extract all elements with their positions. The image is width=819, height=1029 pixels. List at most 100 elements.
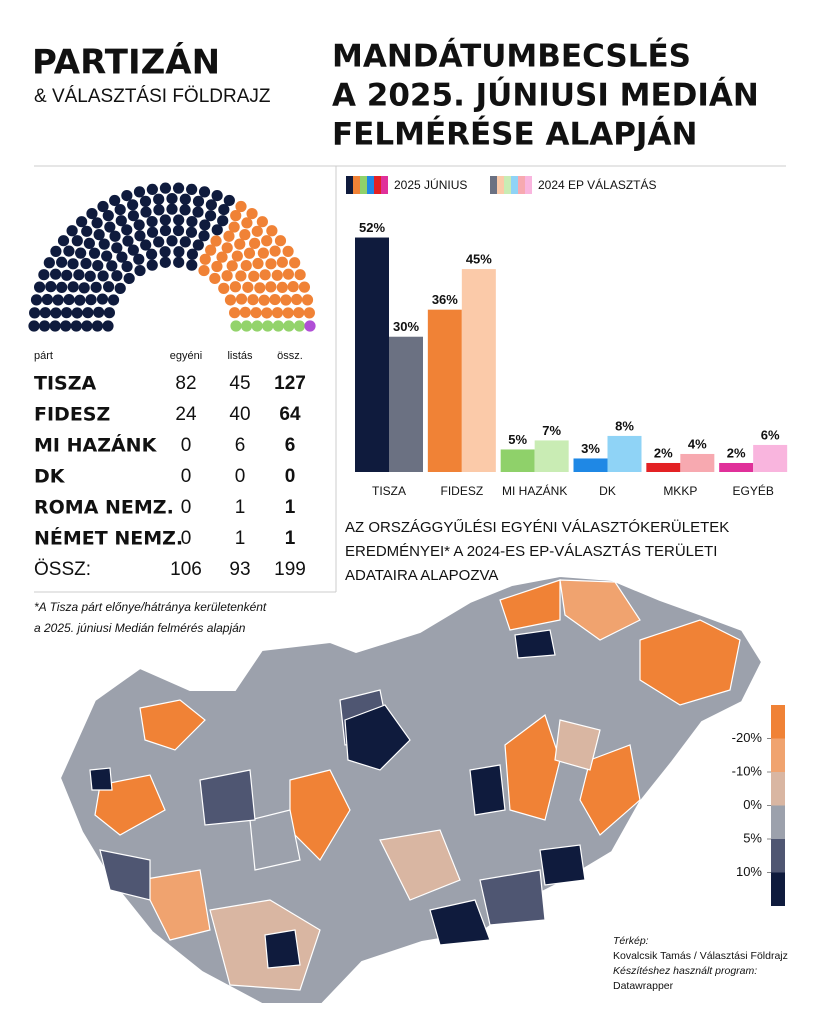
table-cell: TISZA — [34, 373, 96, 395]
seat — [102, 281, 115, 293]
seat — [185, 226, 198, 238]
seat — [258, 294, 270, 306]
seat — [240, 320, 253, 332]
seat — [205, 244, 217, 256]
legend-swatch — [497, 176, 504, 194]
seat — [224, 294, 237, 306]
legend-tick-label: -20% — [732, 730, 763, 745]
seat — [287, 281, 299, 293]
seat — [209, 272, 221, 285]
seat — [226, 260, 238, 272]
seat — [192, 206, 204, 218]
seat — [153, 193, 165, 205]
seat — [38, 320, 51, 332]
seat — [173, 256, 185, 268]
seat — [159, 182, 172, 194]
seat — [289, 257, 301, 269]
seat — [70, 320, 82, 332]
value-label: 3% — [581, 441, 600, 456]
legend-swatch — [490, 176, 497, 194]
map-district — [559, 579, 641, 641]
seat — [92, 259, 104, 272]
seat — [146, 215, 158, 228]
legend-tick-label: 5% — [743, 830, 762, 845]
seat — [41, 293, 53, 306]
seat — [262, 320, 274, 332]
table-header: egyéni — [170, 350, 202, 362]
seat — [153, 236, 165, 248]
seat — [282, 268, 295, 280]
seat — [234, 238, 246, 250]
seat — [276, 281, 288, 294]
seat — [269, 293, 281, 306]
legend-tick-label: -10% — [732, 763, 763, 778]
seat — [291, 293, 303, 306]
seat — [123, 272, 135, 285]
seat — [229, 281, 242, 293]
seat — [93, 306, 105, 318]
seat — [139, 195, 152, 207]
seat — [159, 246, 171, 258]
map-district — [139, 699, 206, 751]
table-cell: 64 — [279, 404, 301, 425]
map-district — [264, 929, 301, 969]
table-cell: 0 — [181, 528, 192, 549]
title-line: MANDÁTUMBECSLÉS — [332, 39, 691, 75]
seat — [133, 186, 146, 198]
seat — [133, 219, 145, 231]
table-cell: 0 — [285, 466, 296, 487]
seat — [106, 260, 118, 272]
seat — [52, 294, 64, 306]
legend-label: 2024 EP VÁLASZTÁS — [538, 177, 657, 192]
seat — [60, 307, 73, 319]
seat — [204, 210, 217, 222]
seat — [140, 206, 152, 218]
table-cell: 127 — [274, 373, 306, 394]
seat — [254, 282, 266, 294]
seat — [114, 282, 126, 294]
seat — [223, 230, 235, 242]
seat — [303, 307, 315, 319]
seat — [43, 257, 55, 269]
seat — [122, 235, 134, 247]
seat — [235, 293, 248, 305]
seat — [172, 182, 185, 194]
map-country — [58, 574, 764, 1005]
seat — [81, 320, 93, 332]
seat — [83, 237, 95, 249]
seat — [66, 225, 78, 237]
seat — [78, 282, 90, 294]
map-district — [499, 579, 561, 631]
value-label: 30% — [393, 319, 419, 334]
seat — [231, 250, 243, 262]
seat — [198, 264, 210, 277]
seat — [146, 183, 158, 196]
table-cell: 0 — [181, 466, 192, 487]
map-district — [579, 744, 641, 836]
seat — [90, 281, 102, 293]
table-cell: MI HAZÁNK — [34, 434, 158, 457]
seat — [239, 229, 251, 241]
bar — [534, 440, 569, 472]
seat — [80, 257, 92, 270]
table-cell: 0 — [181, 497, 192, 518]
value-label: 7% — [542, 423, 561, 438]
value-label: 4% — [688, 436, 707, 451]
legend-swatch — [771, 772, 785, 806]
seat — [179, 236, 191, 248]
seat — [71, 307, 83, 319]
seat — [173, 246, 185, 258]
bar — [573, 458, 608, 472]
value-label: 6% — [761, 427, 780, 442]
x-tick-label: MI HAZÁNK — [502, 483, 567, 498]
table-cell: 82 — [175, 373, 196, 394]
seat — [71, 235, 83, 247]
table-cell: 0 — [181, 435, 192, 456]
seat — [186, 259, 198, 271]
seat — [101, 250, 113, 262]
seat — [261, 307, 273, 319]
seat — [82, 307, 94, 319]
seat — [298, 281, 311, 293]
seat — [166, 192, 178, 205]
